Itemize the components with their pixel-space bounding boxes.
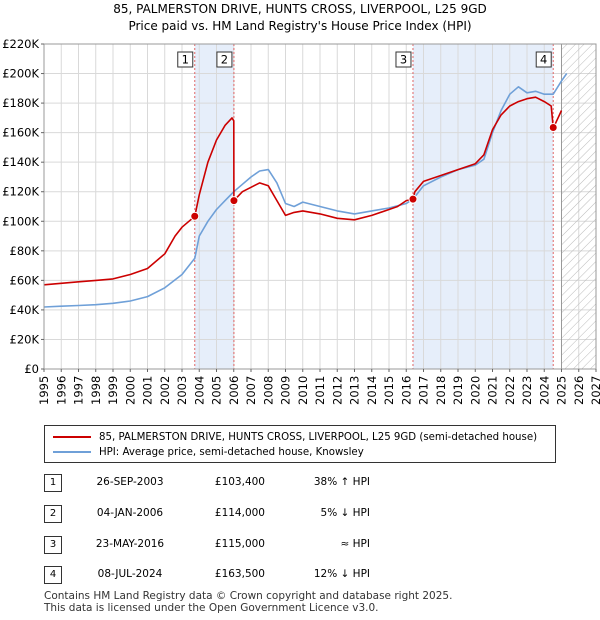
x-tick-label: 2022 [503, 376, 517, 405]
transaction-date: 26-SEP-2003 [96, 476, 164, 488]
x-tick-label: 1999 [106, 376, 120, 405]
x-tick-label: 2020 [468, 376, 482, 405]
transaction-row: 1 26-SEP-2003 £103,400 38% ↑ HPI [0, 474, 600, 492]
x-tick-label: 2017 [417, 376, 431, 405]
price-chart: 1 2 3 4 £0 £20K £40K £60K £80K £100K £120K £140K £1… [2, 37, 600, 405]
legend-item-property: 85, PALMERSTON DRIVE, HUNTS CROSS, LIVER… [53, 430, 537, 444]
transaction-price: £163,500 [214, 568, 265, 580]
x-tick-label: 2015 [382, 376, 396, 405]
y-tick-label: £40K [10, 303, 40, 317]
transaction-date: 04-JAN-2006 [96, 507, 164, 519]
x-tick-label: 2016 [399, 376, 413, 405]
y-tick-label: £220K [2, 37, 39, 51]
footer-copyright: Contains HM Land Registry data © Crown c… [44, 590, 453, 602]
legend-label-hpi: HPI: Average price, semi-detached house,… [99, 446, 364, 458]
y-tick-label: £180K [2, 96, 39, 110]
transaction-row: 3 23-MAY-2016 £115,000 ≈ HPI [0, 536, 600, 554]
transaction-label-box [395, 51, 412, 68]
transaction-marker [229, 196, 239, 206]
chart-subtitle: Price paid vs. HM Land Registry's House … [128, 19, 472, 33]
x-tick-label: 2012 [330, 376, 344, 405]
x-tick-label: 1998 [89, 376, 103, 405]
transaction-label: 2 [221, 53, 228, 67]
x-tick-label: 2001 [141, 376, 155, 405]
x-tick-label: 2014 [365, 376, 379, 405]
x-tick-label: 2008 [261, 376, 275, 405]
x-tick-label: 2006 [227, 376, 241, 405]
x-tick-label: 2024 [537, 376, 551, 405]
y-tick-label: £160K [2, 126, 39, 140]
transaction-label-box [177, 51, 194, 68]
transaction-number: 4 [44, 566, 62, 584]
legend-item-hpi: HPI: Average price, semi-detached house,… [53, 445, 364, 459]
x-tick-label: 2009 [279, 376, 293, 405]
transaction-row: 2 04-JAN-2006 £114,000 5% ↓ HPI [0, 505, 600, 523]
y-tick-label: £100K [2, 214, 39, 228]
transaction-price: £115,000 [214, 538, 265, 550]
y-tick-label: £60K [10, 273, 40, 287]
x-tick-label: 2000 [123, 376, 137, 405]
x-tick-label: 2011 [313, 376, 327, 405]
transaction-marker [190, 211, 200, 221]
transaction-hpi: 38% ↑ HPI [313, 476, 370, 488]
future-hatch [561, 44, 596, 369]
transaction-date: 23-MAY-2016 [95, 538, 165, 550]
transaction-label: 4 [540, 53, 547, 67]
transaction-row: 4 08-JUL-2024 £163,500 12% ↓ HPI [0, 566, 600, 584]
transaction-hpi: ≈ HPI [340, 538, 370, 550]
transaction-number: 1 [44, 474, 62, 492]
transaction-label: 1 [182, 53, 189, 67]
y-tick-label: £80K [10, 244, 40, 258]
x-tick-label: 2021 [486, 376, 500, 405]
x-tick-label: 2019 [451, 376, 465, 405]
shaded-period [412, 44, 554, 369]
x-tick-label: 2027 [589, 376, 600, 405]
y-tick-label: £140K [2, 155, 39, 169]
transaction-number: 3 [44, 536, 62, 554]
transaction-hpi: 5% ↓ HPI [320, 507, 370, 519]
shaded-period [194, 44, 234, 369]
transaction-hpi: 12% ↓ HPI [313, 568, 370, 580]
x-tick-label: 2018 [434, 376, 448, 405]
transaction-marker [548, 122, 558, 132]
x-tick-label: 1995 [37, 376, 51, 405]
y-tick-label: £20K [10, 332, 40, 346]
x-tick-label: 2004 [192, 376, 206, 405]
x-tick-label: 2007 [244, 376, 258, 405]
chart-legend: 85, PALMERSTON DRIVE, HUNTS CROSS, LIVER… [44, 425, 556, 463]
x-tick-label: 2010 [296, 376, 310, 405]
legend-label-property: 85, PALMERSTON DRIVE, HUNTS CROSS, LIVER… [99, 431, 538, 443]
transaction-label-box [535, 51, 552, 68]
x-tick-label: 1996 [54, 376, 68, 405]
x-tick-label: 2013 [348, 376, 362, 405]
transaction-price: £114,000 [214, 507, 265, 519]
x-tick-label: 2025 [555, 376, 569, 405]
x-tick-label: 2005 [210, 376, 224, 405]
x-tick-label: 2003 [175, 376, 189, 405]
legend-swatch-blue [53, 451, 91, 453]
y-tick-label: £0 [24, 362, 39, 376]
transaction-price: £103,400 [214, 476, 265, 488]
transaction-label: 3 [400, 53, 407, 67]
series-line-property [43, 96, 563, 286]
transaction-label-box [216, 51, 233, 68]
transaction-date: 08-JUL-2024 [97, 568, 163, 580]
transaction-number: 2 [44, 505, 62, 523]
x-tick-label: 2023 [520, 376, 534, 405]
series-line-hpi [43, 73, 568, 308]
x-tick-label: 2026 [572, 376, 586, 405]
footer-license: This data is licensed under the Open Gov… [44, 602, 379, 614]
y-tick-label: £120K [2, 185, 39, 199]
y-tick-label: £200K [2, 67, 39, 81]
legend-swatch-red [53, 436, 91, 438]
chart-title-address: 85, PALMERSTON DRIVE, HUNTS CROSS, LIVER… [113, 2, 487, 16]
x-tick-label: 1997 [72, 376, 86, 405]
transaction-marker [408, 194, 418, 204]
x-tick-label: 2002 [158, 376, 172, 405]
